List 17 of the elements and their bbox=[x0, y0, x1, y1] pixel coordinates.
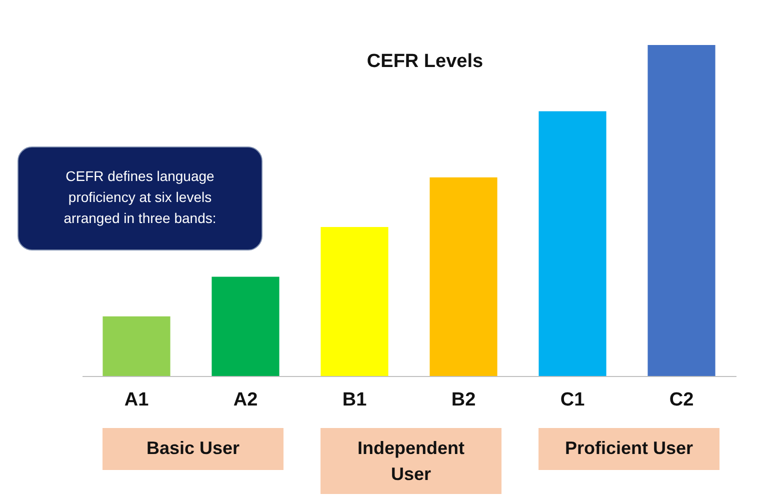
text: Independent User bbox=[358, 438, 465, 484]
x-tick-label: B1 bbox=[342, 390, 368, 410]
bar bbox=[538, 111, 606, 376]
x-tick-label: A1 bbox=[124, 390, 150, 410]
text: Basic User bbox=[146, 438, 240, 458]
annotation: CEFR defines language proficiency at six levels arranged in three bands: bbox=[64, 168, 216, 226]
x-tick-label: C2 bbox=[669, 390, 694, 410]
chart-title: CEFR Levels bbox=[366, 51, 484, 72]
bar bbox=[320, 227, 388, 376]
text: Proficient User bbox=[564, 438, 694, 458]
bar bbox=[102, 316, 170, 376]
bar bbox=[648, 45, 716, 376]
bar bbox=[212, 276, 280, 376]
x-tick-label: B2 bbox=[451, 390, 476, 410]
bar bbox=[430, 177, 498, 376]
x-tick-label: C1 bbox=[560, 390, 586, 410]
x-tick-label: A2 bbox=[233, 390, 258, 410]
